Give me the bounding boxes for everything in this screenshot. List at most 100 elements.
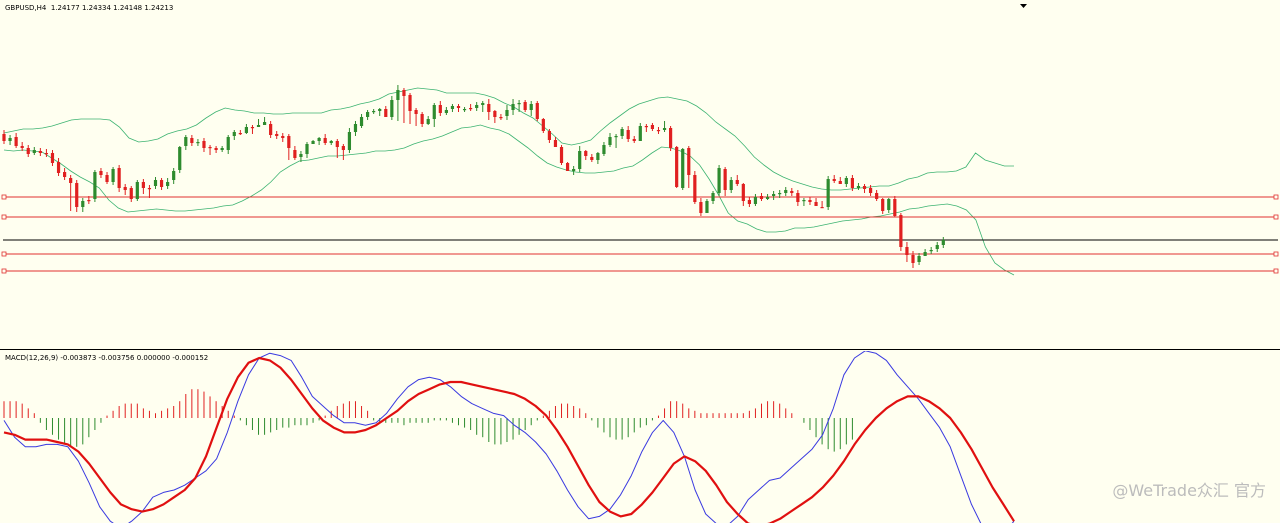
candle-body xyxy=(75,183,79,207)
candle xyxy=(487,99,491,120)
candle xyxy=(481,101,485,112)
candle xyxy=(184,135,188,150)
candle xyxy=(790,188,794,196)
candle-body xyxy=(487,104,491,112)
candle xyxy=(511,99,515,115)
candle xyxy=(450,104,455,112)
candle-body xyxy=(820,207,824,209)
candle-body xyxy=(644,126,648,128)
candle xyxy=(396,85,400,121)
candle-body xyxy=(81,201,85,207)
candle xyxy=(8,135,12,145)
candle-body xyxy=(384,109,388,117)
candle xyxy=(50,150,55,166)
candle xyxy=(250,125,255,134)
price-chart-pane[interactable]: GBPUSD,H4 1.24177 1.24334 1.24148 1.2421… xyxy=(0,0,1280,350)
candle-body xyxy=(772,194,776,196)
candle-body xyxy=(862,186,867,189)
candle-body xyxy=(275,134,279,136)
candle xyxy=(644,124,648,132)
candle-body xyxy=(523,102,527,110)
candle-body xyxy=(723,169,727,190)
candle-body xyxy=(535,103,539,119)
candle-body xyxy=(572,169,576,171)
candle xyxy=(32,147,36,155)
level-anchor-right xyxy=(1273,268,1279,274)
candle xyxy=(711,191,715,204)
candle-body xyxy=(166,182,170,186)
candle xyxy=(456,104,461,112)
candle-body xyxy=(238,133,242,135)
candle-body xyxy=(190,138,194,143)
candle xyxy=(208,145,212,155)
candle xyxy=(384,106,388,117)
candle xyxy=(75,180,79,212)
candle-body xyxy=(402,90,406,96)
candle-body xyxy=(26,148,30,154)
candle-body xyxy=(432,105,436,119)
candle xyxy=(262,117,267,125)
signal-line xyxy=(3,356,1015,523)
candle-body xyxy=(711,193,715,201)
candle-body xyxy=(269,124,273,135)
candle-body xyxy=(844,178,848,184)
candle xyxy=(856,183,861,190)
candle xyxy=(438,101,442,116)
watermark: @WeTrade众汇 官方 xyxy=(1112,481,1266,500)
candle xyxy=(269,121,273,138)
candle-body xyxy=(614,136,618,138)
candle xyxy=(541,118,545,133)
candle-body xyxy=(438,105,442,113)
candle-body xyxy=(850,178,854,188)
candle-body xyxy=(669,128,673,148)
candle-body xyxy=(687,148,691,175)
candle-body xyxy=(2,134,6,141)
candle-body xyxy=(232,132,236,136)
candle xyxy=(862,184,867,193)
candle xyxy=(147,185,152,198)
candle-body xyxy=(517,103,521,105)
candle xyxy=(826,176,830,210)
candle-body xyxy=(778,193,782,195)
candle xyxy=(232,130,236,140)
level-anchor-left xyxy=(1,194,7,200)
candle-body xyxy=(499,117,503,119)
candle-body xyxy=(329,141,333,143)
candle-body xyxy=(481,103,485,105)
macd-chart-canvas[interactable] xyxy=(0,351,1280,523)
price-chart-canvas[interactable] xyxy=(0,0,1280,349)
candle-body xyxy=(547,131,551,140)
candle-body xyxy=(469,108,473,110)
candle xyxy=(26,145,30,157)
candle-body xyxy=(20,146,24,148)
candle xyxy=(547,129,551,143)
candle xyxy=(941,237,945,248)
candle-body xyxy=(378,109,382,111)
candle xyxy=(529,101,533,116)
candle xyxy=(123,184,127,195)
candle-body xyxy=(390,100,394,117)
candle xyxy=(578,146,582,172)
candle xyxy=(705,199,709,213)
candle-body xyxy=(311,141,315,144)
candle xyxy=(784,187,788,196)
candle-body xyxy=(184,137,188,146)
candle-body xyxy=(765,197,770,199)
candle-body xyxy=(875,193,879,199)
candle xyxy=(69,175,73,211)
level-anchor-left xyxy=(1,214,7,220)
price-chart-header: GBPUSD,H4 1.24177 1.24334 1.24148 1.2421… xyxy=(5,4,173,12)
candle xyxy=(366,110,370,120)
candle xyxy=(38,148,42,156)
candle-body xyxy=(214,148,218,150)
candle xyxy=(2,130,6,144)
candle xyxy=(426,116,430,125)
candle-body xyxy=(814,202,818,206)
macd-indicator-label: MACD(12,26,9) -0.003873 -0.003756 0.0000… xyxy=(5,354,209,362)
candle xyxy=(687,146,691,188)
candle xyxy=(390,96,394,120)
candle xyxy=(523,100,527,112)
candle-body xyxy=(281,136,285,138)
macd-pane[interactable]: MACD(12,26,9) -0.003873 -0.003756 0.0000… xyxy=(0,351,1280,523)
candle-body xyxy=(317,138,321,141)
